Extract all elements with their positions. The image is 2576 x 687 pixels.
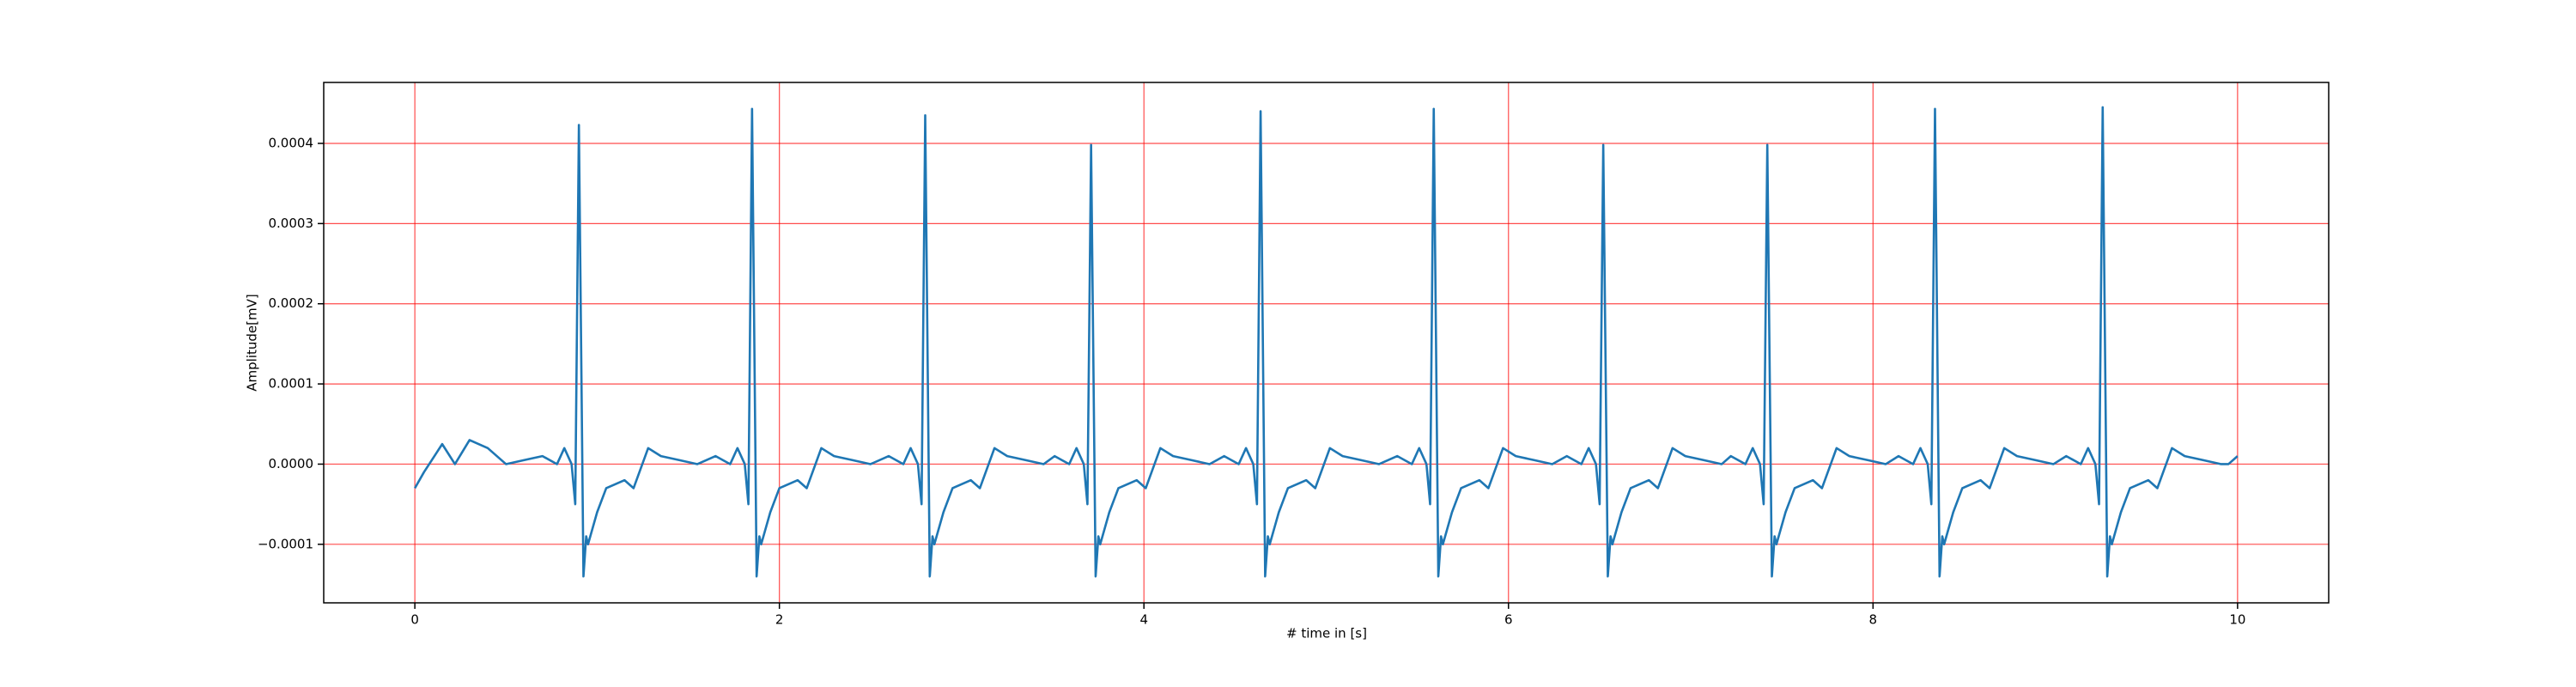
x-tick-label: 0	[410, 612, 419, 628]
x-tick-label: 10	[2229, 612, 2245, 628]
x-tick-label: 6	[1504, 612, 1513, 628]
x-tick-label: 4	[1139, 612, 1148, 628]
y-tick-label: 0.0002	[269, 295, 314, 311]
y-axis-label: Amplitude[mV]	[245, 294, 260, 391]
ecg-line	[414, 106, 2239, 578]
x-axis-label: # time in [s]	[1286, 626, 1367, 641]
y-tick-label: −0.0001	[258, 536, 313, 551]
y-tick-label: 0.0004	[269, 135, 314, 150]
y-tick-label: 0.0000	[269, 456, 314, 471]
y-tick-label: 0.0003	[269, 216, 314, 231]
x-tick-label: 8	[1869, 612, 1878, 628]
plot-frame	[323, 82, 2330, 604]
x-tick-label: 2	[775, 612, 784, 628]
y-tick-label: 0.0001	[269, 376, 314, 392]
